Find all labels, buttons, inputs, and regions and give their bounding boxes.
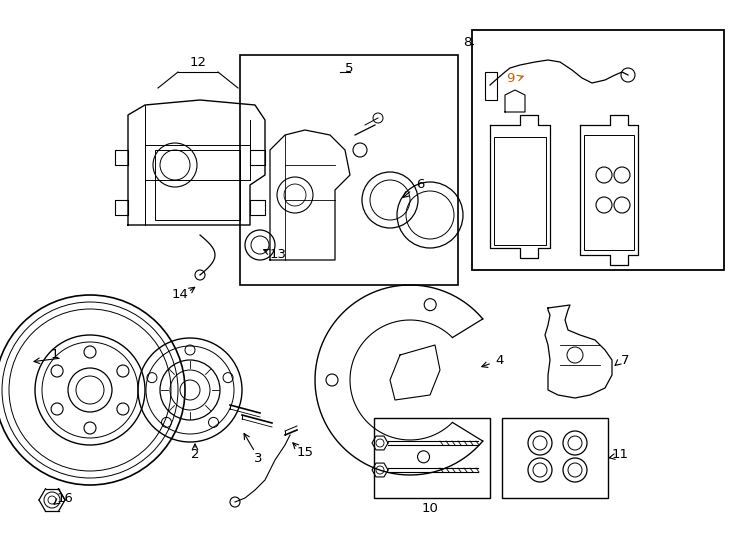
Bar (502, 418, 608, 498)
Bar (155, 150, 240, 220)
Text: 2: 2 (191, 449, 199, 462)
Text: 5: 5 (345, 62, 353, 75)
Bar (472, 30, 724, 270)
Bar (584, 135, 634, 250)
Text: 1: 1 (51, 348, 59, 361)
Text: 8: 8 (463, 36, 471, 49)
Text: 6: 6 (416, 179, 424, 192)
Bar (374, 418, 490, 498)
Text: 12: 12 (189, 56, 206, 69)
Text: 9: 9 (506, 71, 515, 84)
Bar (494, 137, 546, 245)
Text: 10: 10 (421, 502, 438, 515)
Text: 3: 3 (254, 451, 262, 464)
Text: 11: 11 (611, 449, 628, 462)
Text: 4: 4 (495, 354, 504, 367)
Text: 16: 16 (57, 491, 73, 504)
Bar (240, 55, 458, 285)
Text: 14: 14 (172, 288, 189, 301)
Bar (485, 72, 497, 100)
Text: 13: 13 (269, 248, 286, 261)
Text: 7: 7 (621, 354, 629, 367)
Text: 15: 15 (297, 446, 313, 458)
